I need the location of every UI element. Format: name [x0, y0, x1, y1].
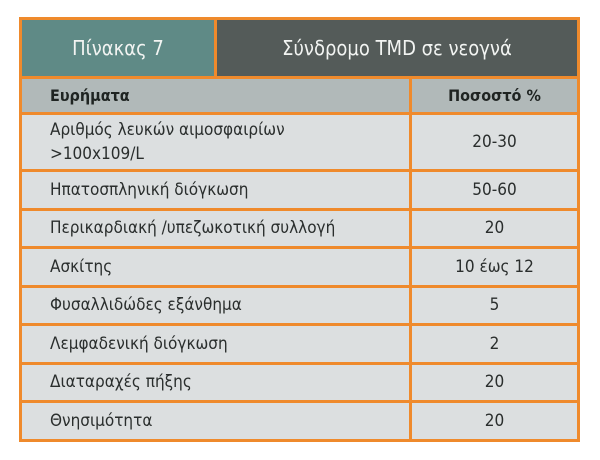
table-row: Περικαρδιακή /υπεζωκοτική συλλογή 20 [22, 207, 577, 246]
table-header-row: Ευρήματα Ποσοστό % [22, 76, 577, 112]
finding-cell: Λεμφαδενική διόγκωση [22, 326, 412, 362]
table-row: Αριθμός λευκών αιμοσφαιρίων >100x109/L 20… [22, 112, 577, 169]
finding-text-line2: >100x109/L [50, 144, 144, 164]
finding-cell: Ασκίτης [22, 249, 412, 285]
table-row: Ασκίτης 10 έως 12 [22, 246, 577, 285]
header-findings: Ευρήματα [22, 79, 412, 112]
percent-cell: 50-60 [472, 179, 517, 200]
table-row: Θνησιμότητα 20 [22, 400, 577, 439]
header-percent: Ποσοστό % [448, 86, 541, 105]
table-title: Σύνδρομο TMD σε νεογνά [217, 20, 577, 76]
table-row: Φυσαλλιδώδες εξάνθημα 5 [22, 284, 577, 323]
table-row: Ηπατοσπληνική διόγκωση 50-60 [22, 169, 577, 208]
finding-cell: Φυσαλλιδώδες εξάνθημα [22, 287, 412, 323]
table-row: Λεμφαδενική διόγκωση 2 [22, 323, 577, 362]
table-title-bar: Πίνακας 7 Σύνδρομο TMD σε νεογνά [22, 20, 577, 76]
table-label: Πίνακας 7 [22, 20, 217, 76]
finding-text: Αριθμός λευκών αιμοσφαιρίων [50, 120, 285, 140]
finding-cell: Περικαρδιακή /υπεζωκοτική συλλογή [22, 210, 412, 246]
finding-cell: Διαταραχές πήξης [22, 364, 412, 400]
percent-cell: 20 [484, 372, 505, 393]
findings-table: Πίνακας 7 Σύνδρομο TMD σε νεογνά Ευρήματ… [19, 17, 580, 442]
finding-cell: Θνησιμότητα [22, 403, 412, 439]
table-row: Διαταραχές πήξης 20 [22, 361, 577, 400]
percent-cell: 2 [489, 333, 500, 354]
percent-cell: 20 [484, 218, 505, 239]
percent-cell: 10 έως 12 [455, 256, 534, 277]
finding-cell: Ηπατοσπληνική διόγκωση [22, 172, 412, 208]
percent-cell: 5 [489, 295, 500, 316]
percent-cell: 20 [484, 410, 505, 431]
percent-cell: 20-30 [472, 132, 517, 152]
finding-cell: Αριθμός λευκών αιμοσφαιρίων >100x109/L [22, 115, 412, 169]
